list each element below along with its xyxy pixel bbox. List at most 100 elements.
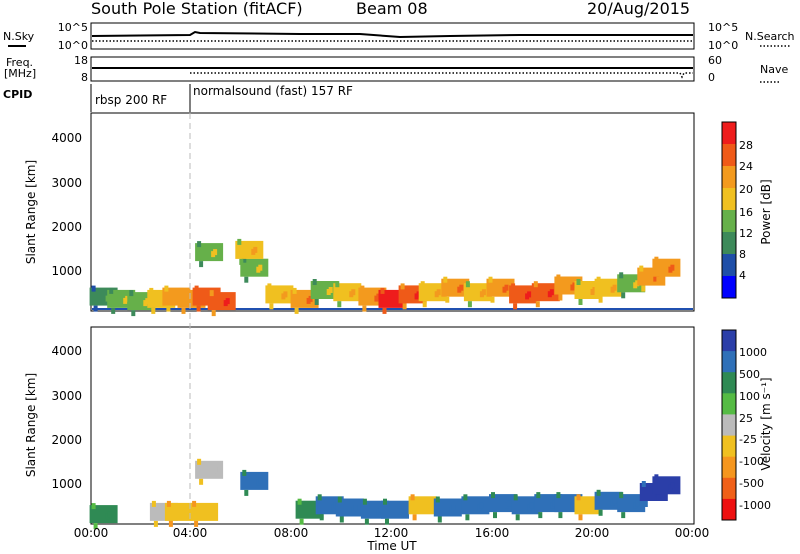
power-cell bbox=[310, 281, 339, 299]
vel-cb-tick-25: 25 bbox=[739, 412, 753, 425]
power-cell bbox=[531, 283, 560, 302]
power-cell-speckle bbox=[196, 305, 201, 312]
power-cell bbox=[486, 278, 515, 297]
power-cell-speckle bbox=[459, 284, 464, 291]
velocity-colorbar-swatch bbox=[722, 414, 736, 436]
velocity-cell-speckle bbox=[529, 502, 534, 509]
velocity-cell-speckle bbox=[317, 494, 322, 501]
vel-cb-tick-m25: -25 bbox=[739, 433, 757, 446]
power-cell-speckle bbox=[267, 283, 272, 290]
velocity-cell-speckle bbox=[641, 481, 646, 487]
power-y-label: Slant Range [km] bbox=[24, 160, 38, 264]
velocity-colorbar-swatch bbox=[722, 351, 736, 373]
velocity-cell-speckle bbox=[299, 518, 304, 525]
velocity-cell bbox=[164, 502, 193, 521]
velocity-cell-speckle bbox=[654, 474, 659, 481]
power-colorbar-swatch bbox=[722, 188, 736, 211]
velocity-cell-speckle bbox=[596, 489, 601, 496]
velocity-cell bbox=[190, 502, 219, 521]
velocity-cell-speckle bbox=[552, 500, 557, 507]
velocity-cell bbox=[511, 496, 540, 515]
freq-tick-bottom: 8 bbox=[81, 71, 88, 84]
nsearch-label: N.Search bbox=[745, 30, 795, 43]
nave-line bbox=[190, 72, 693, 79]
velocity-cell-speckle bbox=[383, 498, 387, 505]
power-cell-speckle bbox=[513, 303, 518, 310]
beam-label: Beam 08 bbox=[356, 0, 428, 18]
power-cell-speckle bbox=[596, 276, 601, 283]
power-cell-speckle bbox=[382, 307, 387, 314]
velocity-cell-speckle bbox=[656, 494, 661, 501]
velocity-cell-speckle bbox=[339, 516, 344, 523]
nave-tick-top: 60 bbox=[708, 54, 722, 67]
velocity-cell bbox=[240, 471, 269, 490]
velocity-cell-speckle bbox=[399, 506, 403, 513]
power-cell-speckle bbox=[535, 301, 540, 308]
power-cell-speckle bbox=[576, 279, 581, 285]
power-cell-speckle bbox=[400, 283, 405, 290]
power-cell-speckle bbox=[292, 287, 297, 294]
power-cell bbox=[235, 240, 264, 259]
power-cell-speckle bbox=[129, 290, 134, 297]
velocity-cell-speckle bbox=[192, 500, 197, 507]
power-cell-speckle bbox=[328, 287, 333, 293]
cpid-label: CPID bbox=[3, 88, 32, 101]
power-cell bbox=[509, 285, 538, 304]
velocity-cell-speckle bbox=[410, 494, 415, 501]
velocity-cell-speckle bbox=[197, 458, 202, 465]
velocity-cell-speckle bbox=[168, 520, 173, 527]
velocity-cell-speckle bbox=[451, 504, 456, 511]
power-cb-label: Power [dB] bbox=[759, 179, 773, 244]
velocity-cell bbox=[594, 491, 623, 510]
power-cell-speckle bbox=[151, 307, 156, 314]
power-cell-speckle bbox=[558, 294, 563, 301]
power-cell-speckle bbox=[312, 279, 317, 285]
velocity-cell-speckle bbox=[515, 514, 520, 521]
velocity-colorbar-swatch bbox=[722, 372, 736, 394]
velocity-cell-speckle bbox=[194, 520, 199, 527]
x-tick-1600: 16:00 bbox=[475, 526, 510, 540]
plot-title: South Pole Station (fitACF) bbox=[91, 0, 303, 18]
velocity-cell-speckle bbox=[258, 477, 263, 484]
power-cell-speckle bbox=[91, 285, 96, 292]
power-cell bbox=[265, 285, 294, 304]
velocity-cell-speckle bbox=[385, 518, 389, 525]
power-cb-tick-12: 12 bbox=[739, 227, 753, 240]
velocity-cell-speckle bbox=[182, 508, 187, 515]
power-colorbar bbox=[721, 121, 737, 299]
power-cb-tick-28: 28 bbox=[739, 139, 753, 152]
power-cell-speckle bbox=[166, 305, 171, 312]
velocity-cell-speckle bbox=[435, 496, 440, 503]
power-cell-speckle bbox=[481, 289, 486, 296]
cpid-segment-1: rbsp 200 RF bbox=[95, 93, 167, 107]
power-cell-speckle bbox=[179, 287, 184, 294]
power-cell-speckle bbox=[131, 310, 136, 317]
power-cell-speckle bbox=[294, 307, 299, 314]
freq-panel bbox=[90, 56, 695, 82]
power-cell-speckle bbox=[654, 256, 659, 263]
power-cell-speckle bbox=[402, 303, 407, 310]
nsky-panel bbox=[90, 22, 695, 50]
power-cell-speckle bbox=[237, 238, 242, 245]
velocity-cell-speckle bbox=[491, 492, 495, 499]
vel-cb-tick-500: 500 bbox=[739, 368, 760, 381]
velocity-cell bbox=[335, 498, 364, 517]
power-panel bbox=[90, 112, 695, 312]
power-cell-speckle bbox=[422, 301, 427, 308]
power-cell-speckle bbox=[308, 295, 313, 302]
power-cell-speckle bbox=[335, 281, 340, 288]
vel-cb-tick-m500: -500 bbox=[739, 477, 764, 490]
power-colorbar-swatch bbox=[722, 144, 736, 167]
velocity-cell-speckle bbox=[598, 509, 603, 516]
velocity-y-label: Slant Range [km] bbox=[24, 373, 38, 477]
power-cell-speckle bbox=[242, 256, 247, 263]
power-cell-speckle bbox=[111, 307, 116, 314]
power-cb-tick-16: 16 bbox=[739, 206, 753, 219]
power-cell bbox=[441, 278, 470, 297]
power-cell bbox=[240, 258, 269, 277]
velocity-cell-speckle bbox=[507, 500, 511, 507]
velocity-cell-speckle bbox=[479, 502, 484, 509]
x-tick-1200: 12:00 bbox=[374, 526, 409, 540]
velocity-cell-speckle bbox=[333, 502, 338, 509]
power-cell bbox=[195, 243, 224, 262]
